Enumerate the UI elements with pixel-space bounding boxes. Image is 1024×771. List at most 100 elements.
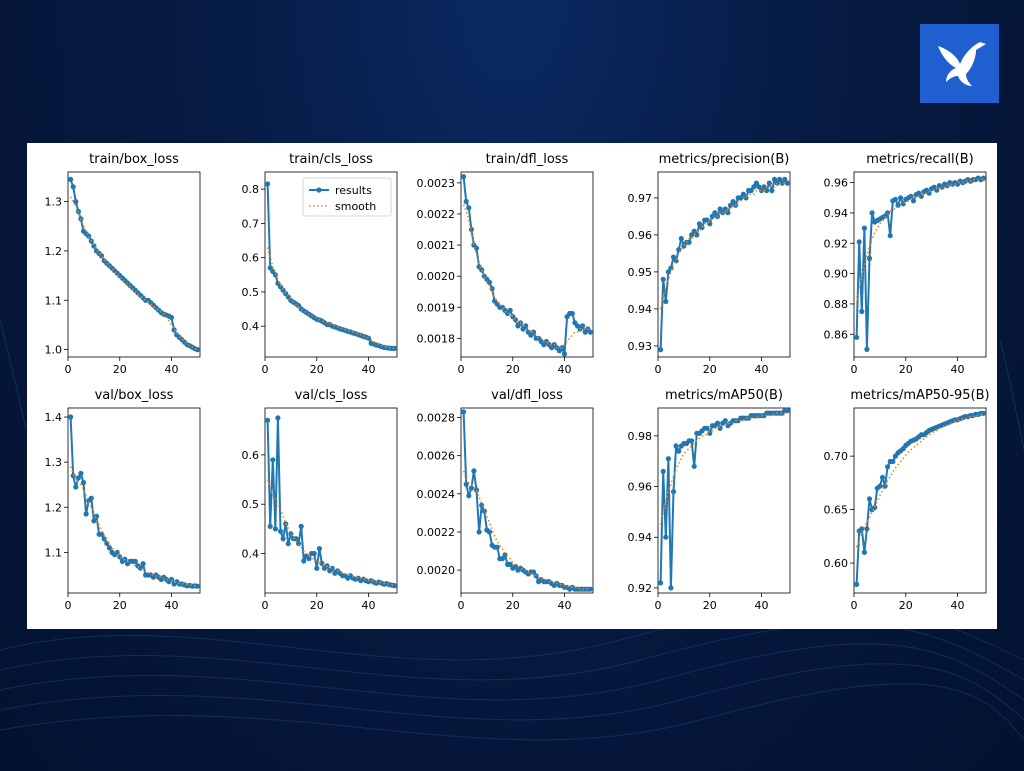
results-point [918,193,924,199]
y-tick-label: 0.96 [824,177,849,190]
results-point [80,479,87,486]
results-point [68,414,74,420]
smooth-line [855,413,984,548]
results-point [885,210,891,216]
results-point [316,546,322,552]
plot-title: metrics/recall(B) [866,152,973,167]
results-point [391,583,397,589]
plot-title: val/cls_loss [295,388,368,403]
results-point [980,410,987,416]
plot-title: val/dfl_loss [491,388,563,403]
results-point [68,176,74,182]
plot-frame [67,171,201,358]
results-point [696,221,703,227]
chart-panel: train/box_loss 0 20 40 1.0 1.1 1.2 1.3 train/cls… [27,143,997,629]
results-point [463,198,469,205]
results-point [691,463,697,469]
y-tick-label: 0.94 [628,303,653,316]
plot-frame [853,171,987,358]
results-point [93,513,100,519]
results-point [272,526,278,532]
results-point [481,508,487,514]
y-tick-label: 0.98 [628,430,653,443]
x-tick-label: 20 [703,363,717,376]
plot-title: metrics/mAP50(B) [665,388,783,403]
x-tick-label: 40 [165,363,179,376]
results-point [756,184,762,190]
results-point [784,407,791,414]
results-point [676,448,682,454]
smooth-line [266,247,395,350]
results-point [879,474,886,481]
results-point [473,245,480,251]
y-tick-label: 1.2 [45,245,63,258]
results-point [673,443,679,449]
smooth-line [462,204,592,349]
results-point [720,210,726,216]
results-point [658,580,664,586]
results-point [306,555,312,562]
x-tick-label: 0 [262,363,269,376]
results-point [88,495,94,501]
results-point [689,232,695,238]
results-point [75,475,81,481]
results-point [694,232,700,238]
results-line [462,411,591,591]
x-tick-label: 0 [458,363,465,376]
subplot-5: metrics/recall(B) 0 20 40 0.86 0.88 0.90 0.92 0.… [824,152,987,376]
results-point [561,351,568,357]
y-tick-label: 0.94 [824,207,849,220]
results-point [784,180,791,186]
y-tick-label: 0.86 [824,328,849,341]
results-point [486,279,493,285]
y-tick-label: 0.0019 [417,301,456,314]
y-tick-label: 1.1 [45,546,63,559]
y-tick-label: 0.93 [628,340,653,353]
smooth-line [69,196,198,351]
y-tick-label: 1.0 [45,344,63,357]
smooth-line [266,479,395,586]
results-point [758,187,765,194]
plot-title: train/dfl_loss [486,152,569,167]
results-point [468,485,474,491]
plot-frame [264,407,398,594]
results-point [73,484,79,490]
results-point [168,314,175,321]
results-point [782,176,788,182]
x-tick-label: 40 [558,599,572,612]
results-point [774,180,780,186]
legend-results-marker [316,187,322,193]
y-tick-label: 1.1 [45,294,63,307]
results-point [171,327,177,333]
results-point [934,187,940,193]
plot-frame [460,171,594,358]
results-point [895,202,901,208]
results-point [486,529,493,535]
x-tick-label: 20 [506,363,520,376]
results-point [861,549,868,555]
y-tick-label: 0.0026 [417,450,456,463]
results-point [461,174,467,180]
results-point [507,561,513,567]
y-tick-label: 0.60 [824,557,849,570]
results-point [530,329,537,335]
results-point [301,558,307,564]
subplot-9: metrics/mAP50(B) 0 20 40 0.92 0.94 0.96 0.98 [628,388,791,612]
y-tick-label: 0.5 [242,498,260,511]
results-point [751,184,757,190]
results-point [766,180,772,186]
results-point [854,581,860,587]
results-point [168,576,175,583]
results-point [663,534,669,540]
hummingbird-icon [938,42,986,86]
results-point [507,307,513,313]
x-tick-label: 40 [165,599,179,612]
results-point [753,180,760,186]
results-point [314,565,320,571]
results-point [856,239,862,245]
results-point [861,225,868,231]
results-point [265,417,271,423]
results-point [114,549,120,555]
x-tick-label: 20 [310,363,324,376]
results-point [194,583,200,589]
